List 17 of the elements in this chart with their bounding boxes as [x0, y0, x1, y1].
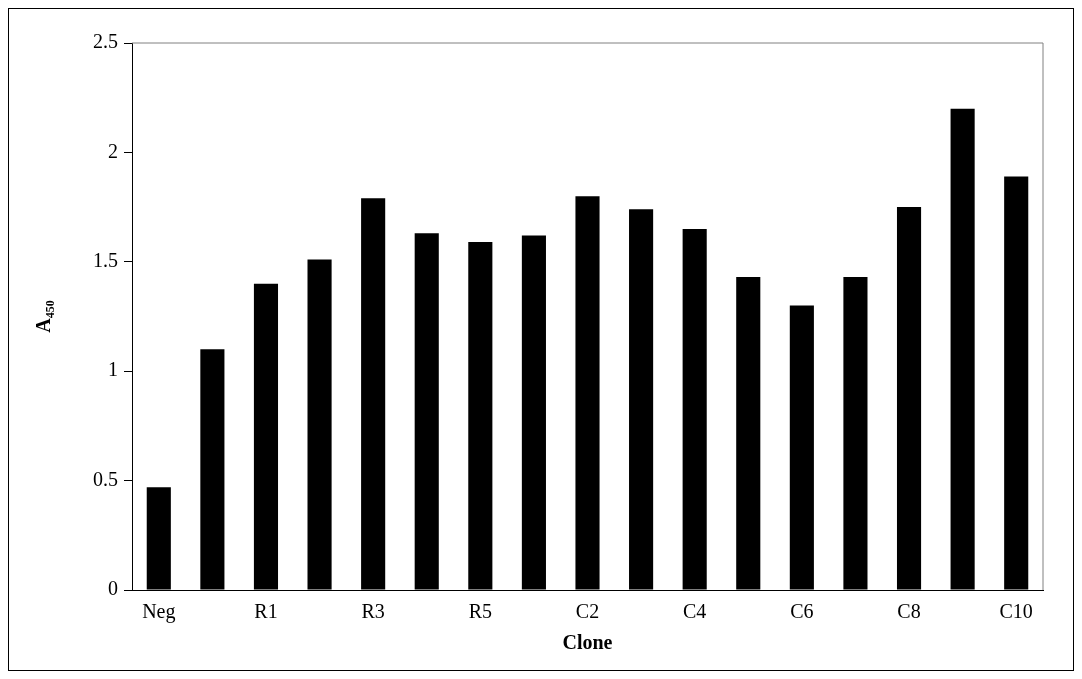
y-axis-title: A₄₅₀ [32, 300, 55, 333]
x-tick-label: C2 [575, 600, 600, 623]
x-tick-label: R3 [361, 600, 385, 623]
y-tick-label: 1 [108, 358, 118, 381]
x-tick-label: C10 [999, 600, 1033, 623]
y-tick-label: 0 [108, 577, 118, 600]
x-tick-label: Neg [142, 600, 176, 624]
x-axis-title: Clone [562, 631, 613, 654]
x-tick-label: C8 [897, 600, 921, 623]
y-tick-label: 1.5 [93, 249, 118, 272]
y-tick-label: 0.5 [93, 467, 118, 490]
x-tick-label: C4 [683, 600, 707, 623]
y-tick-label: 2.5 [93, 30, 118, 53]
x-tick-label: C6 [790, 600, 814, 623]
x-tick-label: R1 [254, 600, 278, 623]
y-tick-label: 2 [108, 139, 118, 162]
x-tick-label: R5 [468, 600, 492, 623]
